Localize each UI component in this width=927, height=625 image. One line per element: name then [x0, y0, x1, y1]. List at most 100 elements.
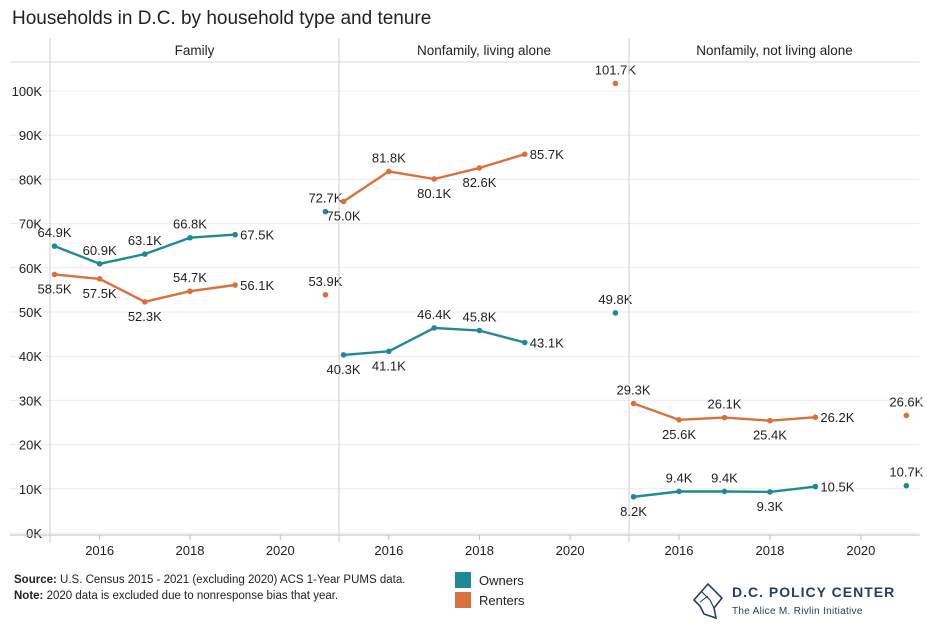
- dc-map-icon: [692, 582, 724, 620]
- data-point: [51, 271, 58, 278]
- source-label: Source:: [14, 574, 57, 586]
- data-point: [142, 251, 148, 257]
- data-point: [187, 288, 193, 295]
- data-label: 26.1K: [707, 397, 741, 412]
- data-label: 63.1K: [128, 233, 162, 248]
- data-point: [386, 168, 392, 175]
- data-label: 80.1K: [417, 186, 451, 201]
- data-label: 53.9K: [308, 274, 342, 289]
- logo-subtitle: The Alice M. Rivlin Initiative: [732, 606, 863, 617]
- y-tick-label: 60K: [19, 261, 42, 276]
- chart-title: Households in D.C. by household type and…: [12, 8, 432, 29]
- chart-footer: Source: U.S. Census 2015 - 2021 (excludi…: [14, 572, 405, 604]
- x-tick-label: 2016: [85, 543, 114, 558]
- data-label: 60.9K: [83, 243, 117, 258]
- data-label: 9.3K: [757, 499, 784, 514]
- data-point: [322, 291, 329, 298]
- data-point: [232, 231, 238, 238]
- x-tick-label: 2018: [465, 543, 494, 558]
- line-chart: 0K 10K 20K 30K 40K 50K 60K 70K 80K 90K 100K Family 2…: [10, 38, 924, 558]
- data-label: 40.3K: [327, 362, 361, 377]
- data-point: [340, 198, 347, 205]
- data-point: [903, 482, 910, 489]
- data-label: 10.5K: [820, 480, 854, 495]
- note-label: Note:: [14, 590, 44, 602]
- data-label: 8.2K: [620, 504, 647, 519]
- panel-header-band: [50, 38, 920, 62]
- data-point: [630, 400, 637, 407]
- logo-name: D.C. POLICY CENTER: [732, 584, 896, 600]
- y-tick-label: 40K: [19, 349, 42, 364]
- legend-swatch-owners: [455, 572, 471, 588]
- data-label: 25.4K: [753, 428, 787, 443]
- data-point: [386, 348, 392, 355]
- y-tick-label: 0K: [26, 526, 42, 541]
- data-point: [431, 325, 437, 331]
- data-point: [476, 165, 483, 171]
- data-note: Note: 2020 data is excluded due to nonre…: [14, 588, 405, 604]
- note-text: 2020 data is excluded due to nonresponse…: [43, 590, 339, 602]
- series-line-renters: [54, 273, 236, 303]
- data-point: [767, 417, 773, 424]
- data-point: [96, 261, 103, 267]
- data-label: 56.1K: [240, 278, 274, 293]
- data-point: [676, 417, 682, 423]
- data-point: [431, 176, 437, 182]
- data-point: [612, 310, 619, 316]
- data-point: [142, 299, 148, 305]
- y-tick-label: 90K: [19, 128, 42, 143]
- data-label: 9.4K: [666, 470, 693, 485]
- panel-title: Nonfamily, not living alone: [696, 43, 853, 58]
- legend-swatch-renters: [455, 592, 471, 608]
- data-label: 72.7K: [308, 191, 342, 206]
- dc-policy-center-logo: D.C. POLICY CENTER The Alice M. Rivlin I…: [690, 578, 915, 622]
- y-tick-label: 10K: [19, 482, 42, 497]
- legend-item-owners: Owners: [455, 570, 525, 590]
- data-point: [521, 339, 528, 346]
- x-tick-label: 2020: [556, 543, 585, 558]
- data-point: [232, 282, 238, 288]
- data-label: 57.5K: [83, 286, 117, 301]
- data-point: [812, 414, 819, 420]
- data-point: [612, 80, 619, 87]
- source-text: U.S. Census 2015 - 2021 (excluding 2020)…: [56, 574, 406, 586]
- data-label: 29.3K: [617, 382, 651, 397]
- panel-title: Family: [175, 43, 215, 58]
- legend-label-renters: Renters: [479, 592, 525, 608]
- data-label: 10.7K: [889, 465, 923, 480]
- data-label: 54.7K: [173, 270, 207, 285]
- y-tick-label: 70K: [19, 217, 42, 232]
- data-point: [812, 483, 819, 490]
- data-point: [340, 352, 347, 358]
- x-tick-label: 2016: [665, 543, 694, 558]
- source-note: Source: U.S. Census 2015 - 2021 (excludi…: [14, 572, 405, 588]
- series-line-owners: [343, 326, 526, 357]
- data-point: [187, 234, 193, 241]
- legend-label-owners: Owners: [479, 572, 524, 588]
- data-label: 9.4K: [711, 470, 738, 485]
- x-tick-label: 2018: [176, 543, 205, 558]
- data-point: [676, 488, 682, 495]
- data-point: [322, 208, 329, 215]
- data-label: 101.7K: [595, 62, 637, 77]
- data-label: 64.9K: [38, 225, 72, 240]
- data-label: 26.2K: [820, 410, 854, 425]
- panel-title: Nonfamily, living alone: [417, 43, 551, 58]
- data-point: [476, 327, 483, 334]
- data-label: 85.7K: [530, 147, 564, 162]
- x-tick-label: 2020: [266, 543, 295, 558]
- data-label: 58.5K: [38, 281, 72, 296]
- y-tick-label: 50K: [19, 305, 42, 320]
- data-point: [521, 151, 528, 158]
- y-tick-label: 30K: [19, 393, 42, 408]
- data-label: 75.0K: [327, 209, 361, 224]
- data-label: 49.8K: [598, 292, 632, 307]
- data-label: 52.3K: [128, 309, 162, 324]
- data-label: 82.6K: [462, 175, 496, 190]
- data-label: 41.1K: [372, 358, 406, 373]
- data-point: [630, 493, 637, 500]
- y-tick-label: 100K: [12, 84, 43, 99]
- legend-item-renters: Renters: [455, 590, 525, 610]
- y-tick-label: 80K: [19, 172, 42, 187]
- data-point: [96, 276, 103, 282]
